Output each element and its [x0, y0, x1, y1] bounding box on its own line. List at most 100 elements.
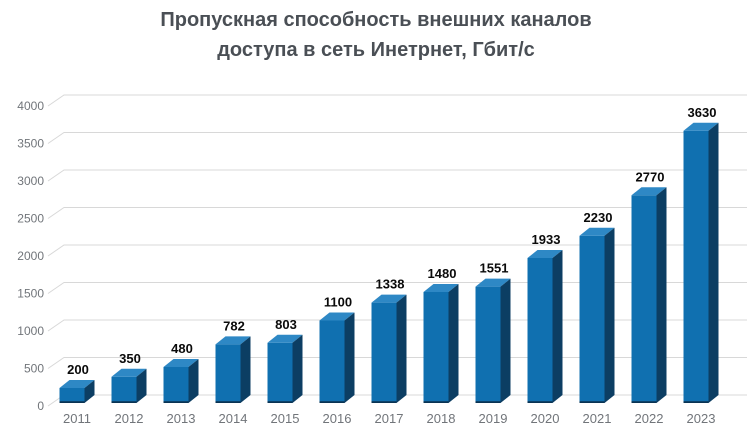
bar-base-edge	[631, 401, 657, 403]
bar-base-edge	[163, 401, 189, 403]
bar-side-face	[448, 284, 459, 403]
bar-2022	[631, 187, 667, 403]
bar-side-face	[136, 368, 147, 403]
bar-side-face	[292, 334, 303, 403]
bar-top-face	[683, 122, 719, 131]
bar-2013	[163, 359, 199, 403]
y-tick-label-0: 0	[37, 399, 44, 413]
x-tick-label-2019: 2019	[479, 411, 508, 426]
x-tick-label-2017: 2017	[375, 411, 404, 426]
bar-2021	[579, 227, 615, 403]
x-tick-label-2014: 2014	[219, 411, 248, 426]
bar-value-label-2021: 2230	[584, 210, 613, 225]
bar-base-edge	[215, 401, 241, 403]
y-tick-label-2500: 2500	[17, 212, 44, 226]
x-tick-label-2020: 2020	[531, 411, 560, 426]
gridline-3000	[47, 169, 747, 182]
bar-side-face	[604, 227, 615, 403]
bar-value-label-2023: 3630	[688, 105, 717, 120]
bar-base-edge	[267, 401, 293, 403]
bar-side-face	[708, 122, 719, 403]
x-tick-label-2018: 2018	[427, 411, 456, 426]
bar-top-face	[631, 187, 667, 196]
x-tick-label-2021: 2021	[583, 411, 612, 426]
bar-top-face	[527, 250, 563, 259]
bar-value-label-2017: 1338	[376, 277, 405, 292]
y-tick-label-3500: 3500	[17, 137, 44, 151]
x-tick-label-2013: 2013	[167, 411, 196, 426]
bar-front-face	[423, 292, 449, 403]
bar-side-face	[240, 336, 251, 403]
bar-front-face	[371, 302, 397, 403]
chart-title-line1: Пропускная способность внешних каналов	[160, 9, 592, 31]
bar-front-face	[683, 130, 709, 403]
bar-2015	[267, 334, 303, 403]
bar-base-edge	[683, 401, 709, 403]
bar-base-edge	[527, 401, 553, 403]
bar-2023	[683, 122, 719, 403]
bar-value-label-2013: 480	[171, 341, 193, 356]
bar-base-edge	[371, 401, 397, 403]
bar-top-face	[111, 368, 147, 377]
bar-side-face	[396, 294, 407, 403]
bar-value-label-2015: 803	[275, 317, 297, 332]
y-tick-label-1000: 1000	[17, 324, 44, 338]
bar-2016	[319, 312, 355, 403]
bar-front-face	[163, 367, 189, 403]
chart-title-line2: доступа в сеть Инетрнет, Гбит/с	[217, 39, 535, 61]
bar-side-face	[344, 312, 355, 403]
bar-top-face	[319, 312, 355, 321]
x-tick-label-2011: 2011	[63, 411, 91, 426]
bar-base-edge	[319, 401, 345, 403]
bar-top-face	[59, 380, 95, 388]
bar-front-face	[475, 286, 501, 403]
y-tick-label-1500: 1500	[17, 287, 44, 301]
bar-top-face	[579, 227, 615, 236]
x-tick-label-2022: 2022	[635, 411, 664, 426]
x-tick-label-2012: 2012	[115, 411, 144, 426]
bar-front-face	[579, 235, 605, 403]
bar-base-edge	[579, 401, 605, 403]
bar-side-face	[84, 380, 95, 403]
bar-side-face	[552, 250, 563, 403]
bar-2019	[475, 278, 511, 403]
bar-value-label-2011: 200	[67, 362, 89, 377]
bar-2017	[371, 294, 407, 403]
gridline-4000	[47, 94, 747, 107]
gridline-1500	[47, 282, 747, 294]
gridline-2000	[47, 244, 747, 257]
x-tick-label-2015: 2015	[271, 411, 300, 426]
bar-side-face	[656, 187, 667, 403]
bar-front-face	[59, 388, 85, 403]
bar-top-face	[423, 284, 459, 292]
bar-top-face	[163, 359, 199, 367]
bar-value-label-2022: 2770	[636, 169, 665, 184]
bar-top-face	[215, 336, 251, 345]
bar-front-face	[111, 376, 137, 403]
bar-base-edge	[423, 401, 449, 403]
gridline-500	[47, 357, 747, 369]
gridline-1000	[47, 319, 747, 332]
bar-value-label-2019: 1551	[480, 261, 509, 276]
bar-value-label-2018: 1480	[428, 266, 457, 281]
bar-top-face	[371, 294, 407, 303]
y-tick-label-500: 500	[24, 362, 44, 376]
y-tick-label-2000: 2000	[17, 249, 44, 263]
x-tick-label-2023: 2023	[687, 411, 716, 426]
bar-value-label-2014: 782	[223, 318, 245, 333]
bar-front-face	[631, 195, 657, 403]
bar-side-face	[188, 359, 199, 403]
bar-value-label-2020: 1933	[532, 232, 561, 247]
bar-front-face	[527, 258, 553, 403]
bar-base-edge	[111, 401, 137, 403]
bar-base-edge	[59, 401, 85, 403]
bar-front-face	[319, 320, 345, 403]
bar-side-face	[500, 278, 511, 403]
bar-2014	[215, 336, 251, 403]
bar-top-face	[475, 278, 511, 287]
bar-front-face	[215, 344, 241, 403]
bar-2020	[527, 250, 563, 403]
bar-base-edge	[475, 401, 501, 403]
